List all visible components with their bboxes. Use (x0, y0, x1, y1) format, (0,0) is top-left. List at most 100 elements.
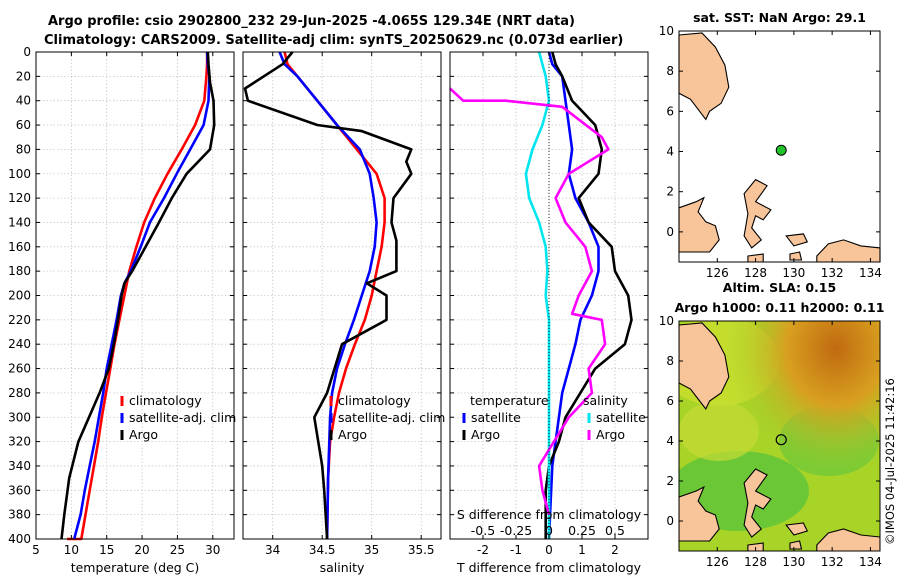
x-tick-label: 20 (134, 543, 149, 557)
y-tick-label: 60 (16, 118, 31, 132)
x-tick-label: 1 (578, 543, 586, 557)
legend-temp-satellite-label: satellite (471, 410, 521, 425)
s-tick-label: 0 (545, 523, 553, 538)
land-polygon (789, 540, 803, 550)
y-tick-label: 360 (8, 483, 31, 497)
land-polygon (743, 468, 772, 538)
x-tick-label: 130 (782, 266, 805, 280)
y-tick-label: 280 (8, 386, 31, 400)
x-tick-label: 134 (859, 266, 882, 280)
y-tick-label: 0 (666, 225, 674, 239)
map-frame (678, 320, 881, 552)
legend-sal-argo-label: Argo (596, 427, 625, 442)
y-tick-label: 340 (8, 459, 31, 473)
x-tick-label: 34.5 (309, 543, 336, 557)
x-tick-label: 128 (744, 266, 767, 280)
y-tick-label: 220 (8, 313, 31, 327)
x-axis-label: T difference from climatology (456, 560, 642, 575)
figure-title-line-1: Argo profile: csio 2902800_232 29-Jun-20… (48, 14, 575, 29)
x-tick-label: -1 (510, 543, 522, 557)
y-tick-label: 120 (8, 191, 31, 205)
s-tick-label: 0.25 (568, 523, 596, 538)
land-polygon (679, 322, 730, 411)
y-tick-label: 160 (8, 240, 31, 254)
x-tick-label: 128 (744, 555, 767, 569)
x-tick-label: 134 (859, 555, 882, 569)
series-line-argo (60, 51, 216, 540)
x-tick-label: 15 (99, 543, 114, 557)
y-tick-label: 10 (659, 314, 674, 328)
y-tick-label: 300 (8, 410, 31, 424)
series-line-salinity-argo (449, 87, 610, 515)
x-tick-label: 35 (364, 543, 379, 557)
y-tick-label: 6 (666, 104, 674, 118)
x-tick-label: 34 (265, 543, 280, 557)
y-tick-label: 260 (8, 362, 31, 376)
panel-difference: -2 -1 0 1 2 T difference from climatology temp… (449, 51, 649, 575)
x-axis-label: salinity (320, 560, 365, 575)
x-tick-label: 5 (32, 543, 40, 557)
sla-map: 126 128 130 132 134 0 2 4 6 8 10 Altim. SLA: 0.15 Ar… (659, 280, 885, 569)
sla-field (679, 321, 880, 551)
y-tick-label: 4 (666, 434, 674, 448)
legend-argo-label: Argo (338, 427, 367, 442)
legend-satellite-label: satellite-adj. clim (129, 410, 236, 425)
legend-temperature-title: temperature (470, 393, 549, 408)
x-tick-label: 30 (205, 543, 220, 557)
y-tick-label: 2 (666, 474, 674, 488)
y-tick-label: 240 (8, 337, 31, 351)
sst-map: 126 128 130 132 134 0 2 4 6 8 10 sat. SST: NaN Argo… (659, 10, 882, 280)
y-tick-label: 20 (16, 69, 31, 83)
series-line-satellite-adj-clim (278, 51, 378, 540)
y-tick-label: 4 (666, 145, 674, 159)
s-difference-label: S difference from climatology (457, 507, 642, 522)
panel-salinity: 34 34.5 35 35.5 salinity climatology satellite… (242, 51, 445, 575)
legend-climatology-label: climatology (129, 393, 202, 408)
y-tick-label: 10 (659, 24, 674, 38)
y-tick-label: 2 (666, 185, 674, 199)
y-tick-label: 8 (666, 354, 674, 368)
x-tick-label: 25 (170, 543, 185, 557)
x-tick-label: 35.5 (408, 543, 435, 557)
x-tick-label: 130 (782, 555, 805, 569)
s-tick-label: -0.25 (500, 523, 532, 538)
land-polygon (679, 485, 720, 542)
land-polygon (785, 233, 809, 247)
land-polygon (789, 251, 803, 261)
y-tick-label: 40 (16, 94, 31, 108)
sla-map-title-line-2: Argo h1000: 0.11 h2000: 0.11 (675, 300, 885, 315)
land-polygon (785, 522, 809, 536)
y-tick-label: 400 (8, 532, 31, 546)
land-polygon (678, 196, 720, 253)
s-tick-label: -0.5 (471, 523, 495, 538)
y-tick-label: 140 (8, 215, 31, 229)
land-polygon (678, 32, 730, 121)
argo-position-marker (775, 434, 787, 446)
figure-title-line-2: Climatology: CARS2009. Satellite-adj cli… (44, 33, 624, 48)
y-tick-label: 80 (16, 142, 31, 156)
x-tick-label: 132 (821, 266, 844, 280)
legend-argo-label: Argo (129, 427, 158, 442)
y-tick-label: 0 (666, 514, 674, 528)
legend-climatology-label: climatology (338, 393, 411, 408)
y-tick-label: 320 (8, 435, 31, 449)
y-tick-label: 8 (666, 64, 674, 78)
y-tick-label: 100 (8, 167, 31, 181)
x-tick-label: 0 (545, 543, 553, 557)
legend-satellite-label: satellite-adj. clim (338, 410, 445, 425)
s-tick-label: 0.5 (605, 523, 625, 538)
land-polygon (816, 528, 880, 551)
y-tick-label: 6 (666, 394, 674, 408)
legend-salinity-title: salinity (583, 393, 628, 408)
y-tick-label: 380 (8, 508, 31, 522)
x-tick-label: 132 (821, 555, 844, 569)
legend-temp-argo-label: Argo (471, 427, 500, 442)
series-line-argo (243, 51, 413, 540)
y-tick-label: 0 (23, 45, 31, 59)
sla-map-title-line-1: Altim. SLA: 0.15 (723, 280, 836, 295)
panel-temperature: 5 10 15 20 25 3002040608010012014016018020022… (8, 45, 236, 575)
x-tick-label: 10 (64, 543, 79, 557)
legend-sal-satellite-label: satellite (596, 410, 646, 425)
map-frame (678, 30, 881, 263)
